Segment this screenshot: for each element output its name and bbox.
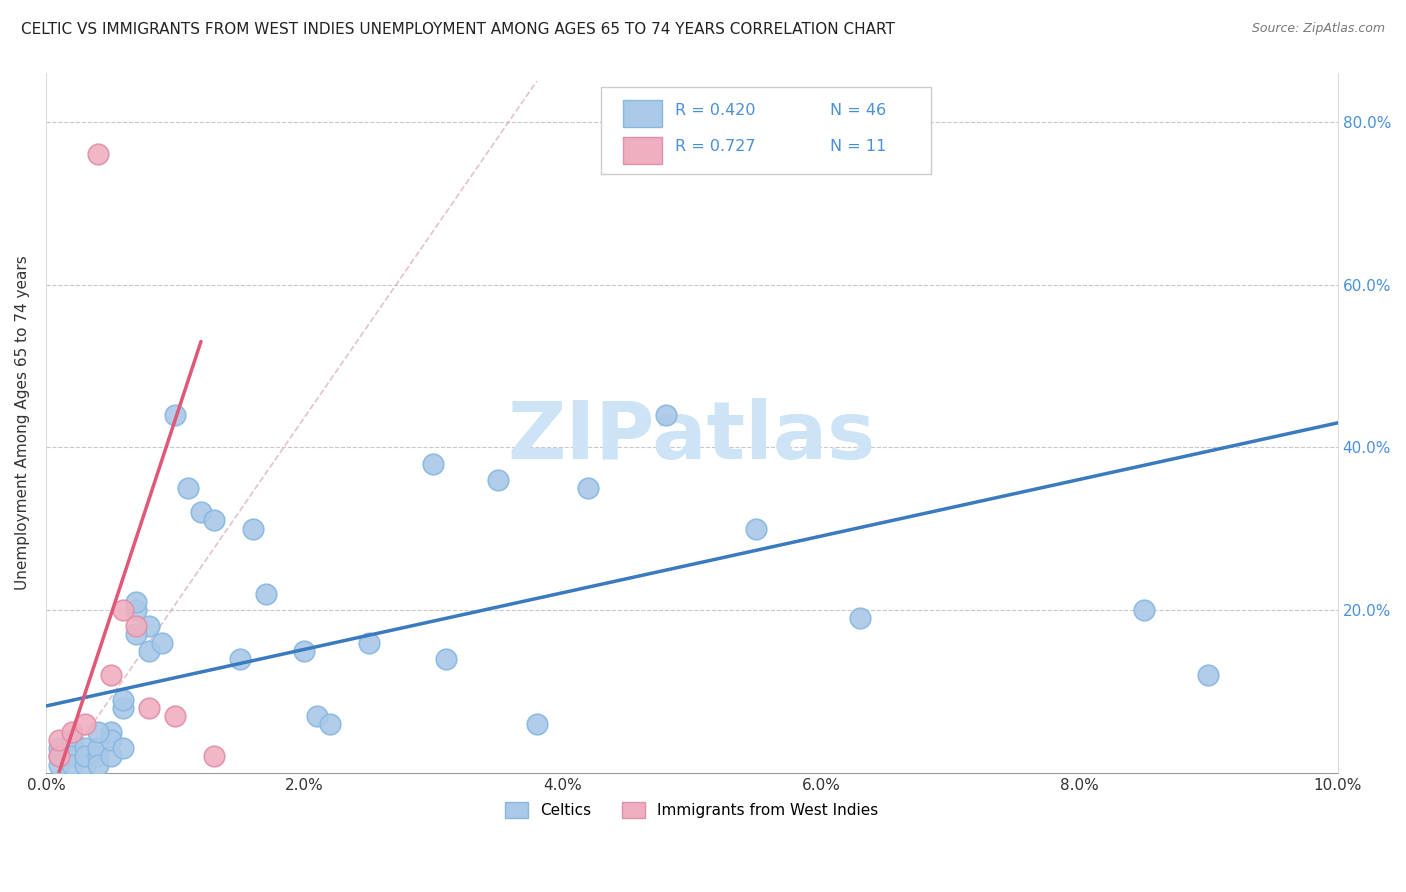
Point: [73, 717, 96, 731]
Point: [307, 708, 329, 723]
Legend: Celtics, Immigrants from West Indies: Celtics, Immigrants from West Indies: [499, 797, 884, 824]
Point: [125, 595, 148, 609]
Text: N = 46: N = 46: [830, 103, 886, 118]
Point: [48, 741, 70, 756]
Point: [112, 700, 135, 714]
Point: [319, 717, 342, 731]
FancyBboxPatch shape: [623, 100, 662, 127]
Point: [357, 635, 380, 649]
Point: [177, 481, 200, 495]
Text: R = 0.727: R = 0.727: [675, 139, 755, 154]
Point: [202, 514, 225, 528]
Point: [125, 603, 148, 617]
Point: [86, 725, 108, 739]
Point: [100, 668, 122, 682]
Point: [578, 481, 600, 495]
Point: [73, 749, 96, 764]
Point: [125, 627, 148, 641]
Point: [48, 757, 70, 772]
FancyBboxPatch shape: [602, 87, 931, 175]
Point: [138, 619, 160, 633]
Point: [1198, 668, 1220, 682]
Point: [112, 603, 135, 617]
Point: [242, 522, 264, 536]
Text: N = 11: N = 11: [830, 139, 886, 154]
Point: [190, 505, 212, 519]
Point: [125, 619, 148, 633]
Point: [112, 741, 135, 756]
Point: [60, 725, 83, 739]
Point: [48, 749, 70, 764]
Point: [254, 587, 277, 601]
Text: CELTIC VS IMMIGRANTS FROM WEST INDIES UNEMPLOYMENT AMONG AGES 65 TO 74 YEARS COR: CELTIC VS IMMIGRANTS FROM WEST INDIES UN…: [21, 22, 896, 37]
Point: [86, 741, 108, 756]
Point: [1133, 603, 1156, 617]
Point: [86, 147, 108, 161]
Point: [138, 700, 160, 714]
Point: [655, 408, 678, 422]
Point: [48, 749, 70, 764]
Point: [86, 749, 108, 764]
Point: [434, 652, 457, 666]
Text: Source: ZipAtlas.com: Source: ZipAtlas.com: [1251, 22, 1385, 36]
Point: [73, 741, 96, 756]
FancyBboxPatch shape: [623, 137, 662, 164]
Text: R = 0.420: R = 0.420: [675, 103, 755, 118]
Point: [86, 757, 108, 772]
Point: [100, 749, 122, 764]
Point: [60, 733, 83, 747]
Point: [486, 473, 509, 487]
Point: [112, 692, 135, 706]
Point: [138, 643, 160, 657]
Point: [292, 643, 315, 657]
Point: [228, 652, 250, 666]
Point: [100, 725, 122, 739]
Point: [60, 757, 83, 772]
Point: [202, 749, 225, 764]
Point: [526, 717, 548, 731]
Point: [60, 749, 83, 764]
Point: [48, 733, 70, 747]
Point: [165, 708, 187, 723]
Point: [745, 522, 768, 536]
Point: [100, 733, 122, 747]
Point: [150, 635, 173, 649]
Point: [73, 757, 96, 772]
Y-axis label: Unemployment Among Ages 65 to 74 years: Unemployment Among Ages 65 to 74 years: [15, 255, 30, 591]
Point: [422, 457, 444, 471]
Point: [165, 408, 187, 422]
Text: ZIPatlas: ZIPatlas: [508, 398, 876, 475]
Point: [848, 611, 870, 625]
